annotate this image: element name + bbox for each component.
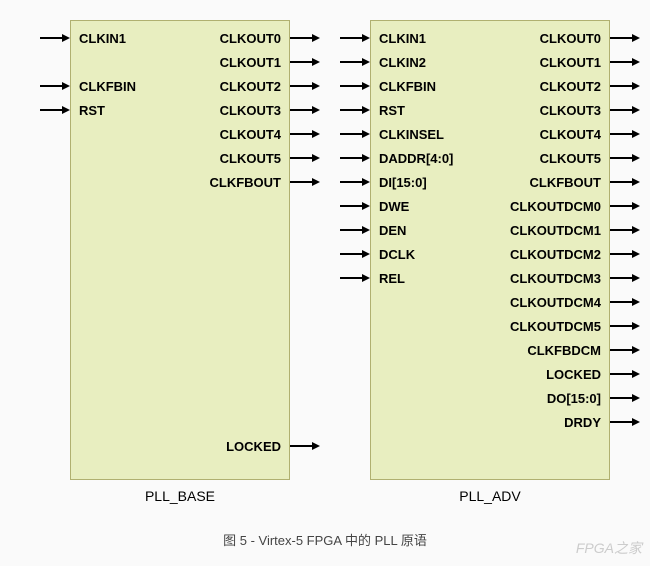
diagram-canvas: CLKIN1CLKFBINRSTCLKOUT0CLKOUT1CLKOUT2CLK… (0, 0, 650, 566)
pin-left-label: RST (79, 103, 105, 118)
block-title-pll_base: PLL_BASE (70, 488, 290, 504)
pin-right-label: CLKOUTDCM0 (510, 199, 601, 214)
pin-right-label: CLKOUT4 (540, 127, 601, 142)
pin-right-label: CLKOUT3 (540, 103, 601, 118)
pin-left-label: DADDR[4:0] (379, 151, 453, 166)
pin-left-label: CLKINSEL (379, 127, 444, 142)
pin-left-label: CLKIN2 (379, 55, 426, 70)
pin-left-label: CLKFBIN (79, 79, 136, 94)
pin-right-label: CLKOUTDCM1 (510, 223, 601, 238)
pin-left-label: DWE (379, 199, 409, 214)
pin-right-label: CLKFBDCM (527, 343, 601, 358)
block-title-pll_adv: PLL_ADV (370, 488, 610, 504)
pin-right-label: CLKOUT5 (540, 151, 601, 166)
pin-right-label: CLKOUT2 (220, 79, 281, 94)
pin-right-label: CLKFBOUT (530, 175, 602, 190)
pin-right-label: CLKOUT0 (220, 31, 281, 46)
pin-left-label: CLKIN1 (79, 31, 126, 46)
pin-right-label: CLKOUT3 (220, 103, 281, 118)
pin-right-label: CLKOUT1 (220, 55, 281, 70)
pin-right-label: CLKOUT5 (220, 151, 281, 166)
pin-left-label: RST (379, 103, 405, 118)
pin-right-label: CLKOUTDCM2 (510, 247, 601, 262)
pin-left-label: DEN (379, 223, 406, 238)
pin-right-label: DRDY (564, 415, 601, 430)
watermark: FPGA之家 (576, 538, 642, 558)
pin-right-label: LOCKED (226, 439, 281, 454)
pin-left-label: CLKFBIN (379, 79, 436, 94)
pin-right-label: CLKOUTDCM3 (510, 271, 601, 286)
pin-left-label: REL (379, 271, 405, 286)
pin-left-label: CLKIN1 (379, 31, 426, 46)
pin-right-label: CLKOUT0 (540, 31, 601, 46)
block-pll_base: CLKIN1 CLKFBIN RST CLKOUT0 CLKOUT1 CLKOUT2 CLK… (70, 20, 290, 480)
pin-right-label: CLKFBOUT (210, 175, 282, 190)
pin-left-label: DI[15:0] (379, 175, 427, 190)
pin-right-label: CLKOUTDCM4 (510, 295, 601, 310)
block-pll_adv: CLKIN1 CLKIN2 CLKFBIN RST CLKINSEL DADDR[4:0]… (370, 20, 610, 480)
pin-right-label: CLKOUT4 (220, 127, 281, 142)
figure-caption: 图 5 - Virtex-5 FPGA 中的 PLL 原语 (0, 530, 650, 549)
pin-right-label: LOCKED (546, 367, 601, 382)
pin-right-label: DO[15:0] (547, 391, 601, 406)
pin-right-label: CLKOUT1 (540, 55, 601, 70)
pin-right-label: CLKOUTDCM5 (510, 319, 601, 334)
pin-left-label: DCLK (379, 247, 415, 262)
pin-right-label: CLKOUT2 (540, 79, 601, 94)
